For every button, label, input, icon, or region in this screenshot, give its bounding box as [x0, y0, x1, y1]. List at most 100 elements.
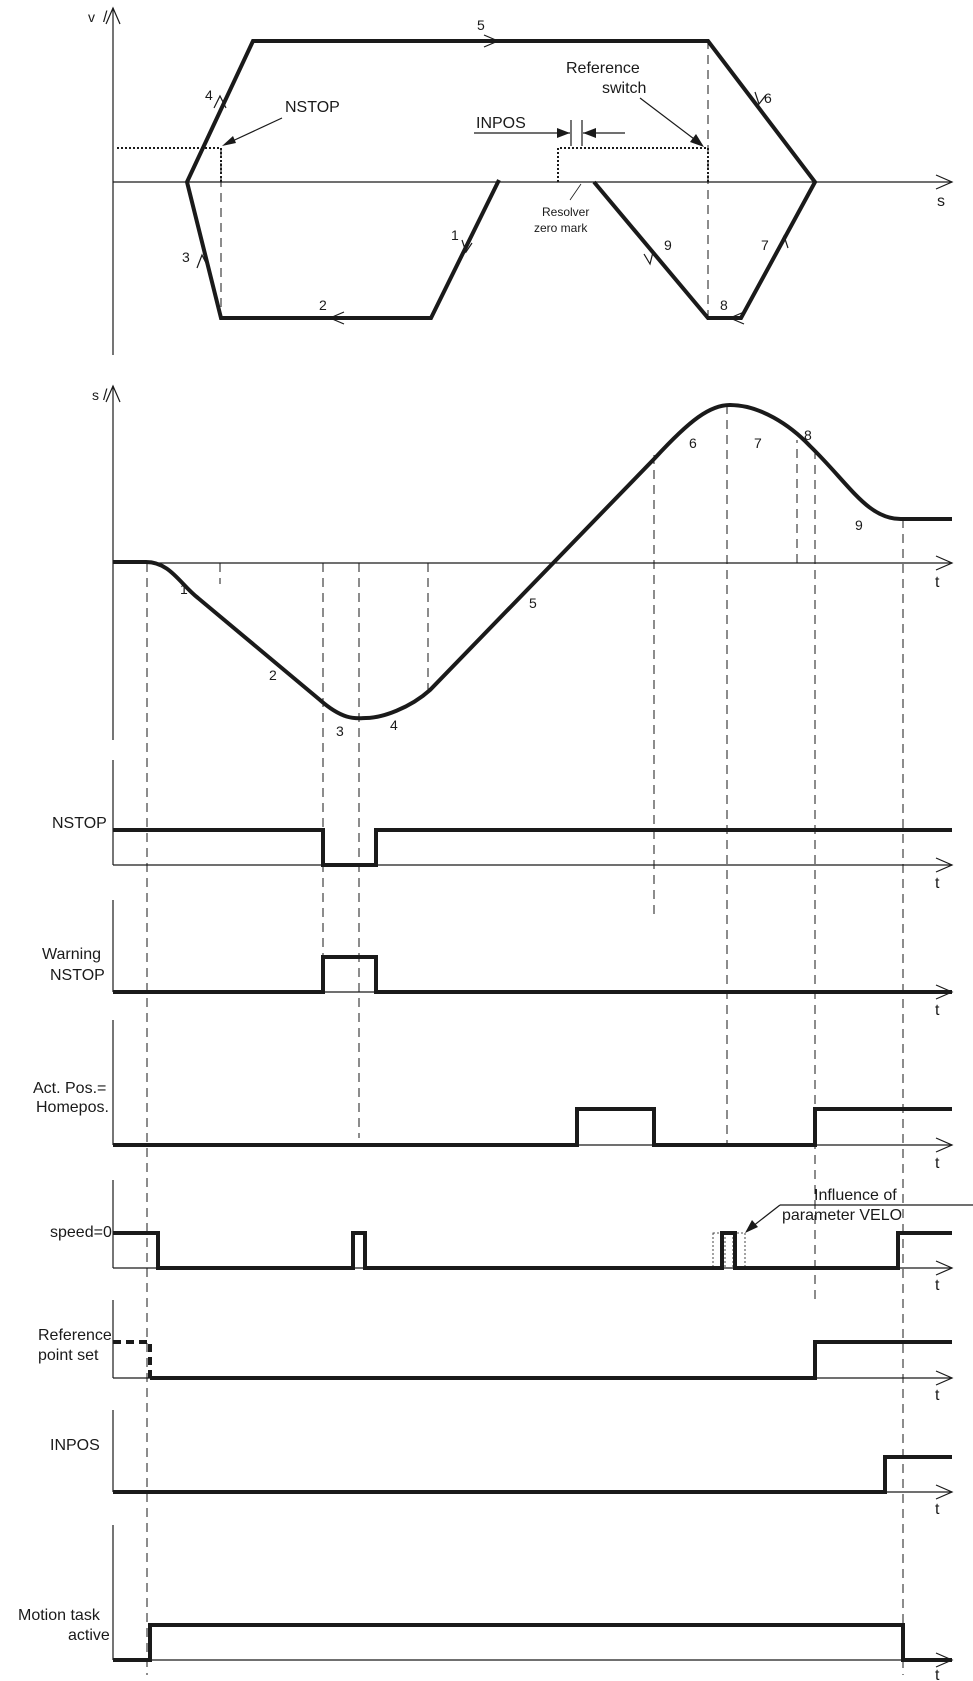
speed-t-arrow [935, 1260, 954, 1276]
influence-arrowhead [745, 1220, 758, 1233]
phase-v-axis-label: v [88, 9, 95, 25]
phase-refswitch-arrowhead [690, 134, 704, 147]
inpos-trace [113, 1455, 952, 1494]
phase-s-axis-arrow [935, 174, 954, 190]
pos-seg-4: 4 [390, 717, 398, 733]
actpos-label-1: Act. Pos.= [33, 1080, 106, 1097]
speed-label: speed=0 [50, 1224, 112, 1241]
pos-seg-7: 7 [754, 435, 762, 451]
pos-t-axis-label: t [935, 574, 940, 591]
nstop-t-label: t [935, 875, 940, 892]
refpoint-label-2: point set [38, 1347, 99, 1364]
influence-line1: Influence of [814, 1187, 897, 1204]
refpoint-t-arrow [935, 1370, 954, 1386]
signal-refpoint: t Reference point set [38, 1300, 954, 1404]
refpoint-trace-unknown [113, 1340, 152, 1378]
pos-seg-9: 9 [855, 517, 863, 533]
seg7-arrow [778, 234, 789, 249]
nstop-switch-level [117, 147, 222, 182]
motion-label-2: active [68, 1627, 110, 1644]
phase-inpos-arrow-right [557, 128, 570, 138]
phase-seg-3: 3 [182, 249, 190, 265]
pos-s-axis-slash: / [103, 387, 108, 404]
phase-seg-9: 9 [664, 237, 672, 253]
seg8-arrow [728, 311, 745, 325]
nstop-t-arrow [935, 857, 954, 873]
seg5-arrow [483, 34, 500, 48]
pos-s-axis-arrow [105, 384, 121, 403]
phase-resolver-leader [569, 183, 582, 201]
refpoint-trace [150, 1340, 952, 1380]
phase-inpos-arrow-left [583, 128, 596, 138]
actpos-t-arrow [935, 1137, 954, 1153]
position-plot: s / t 1 2 3 4 5 6 7 8 9 [92, 384, 954, 740]
signal-nstop: t NSTOP [52, 760, 954, 892]
signal-speed-zero: t speed=0 Influence of parameter VELO [50, 1180, 973, 1294]
phase-seg-8: 8 [720, 297, 728, 313]
motion-trace [113, 1623, 952, 1662]
influence-line2: parameter VELO [782, 1207, 902, 1224]
motion-label-1: Motion task [18, 1607, 101, 1624]
phase-seg-6: 6 [764, 90, 772, 106]
pos-seg-2: 2 [269, 667, 277, 683]
phase-v-axis-slash: / [103, 9, 108, 26]
pos-seg-3: 3 [336, 723, 344, 739]
actpos-t-label: t [935, 1155, 940, 1172]
motion-t-label: t [935, 1667, 940, 1681]
warning-label-2: NSTOP [50, 967, 105, 984]
pos-seg-1: 1 [180, 581, 188, 597]
phase-v-axis-arrow [105, 6, 121, 25]
actpos-label-2: Homepos. [36, 1099, 109, 1116]
phase-nstop-leader [225, 117, 283, 145]
position-curve [113, 402, 952, 721]
signal-warning-nstop: t Warning NSTOP [42, 900, 954, 1019]
seg9-arrow [643, 251, 654, 266]
pos-t-axis-arrow [935, 555, 954, 571]
velo-influence-box-1 [712, 1232, 726, 1269]
pos-seg-5: 5 [529, 595, 537, 611]
reference-switch-level [557, 147, 709, 182]
speed-t-label: t [935, 1277, 940, 1294]
phase-nstop-arrowhead [222, 136, 236, 146]
pos-seg-6: 6 [689, 435, 697, 451]
warning-t-label: t [935, 1002, 940, 1019]
nstop-trace [113, 828, 952, 867]
seg2-arrow [328, 311, 345, 325]
actpos-trace [113, 1107, 952, 1147]
velo-influence-box-2 [732, 1232, 746, 1269]
timing-guides [146, 405, 904, 1675]
phase-refswitch-line1: Reference [566, 60, 640, 77]
inpos-t-label: t [935, 1501, 940, 1518]
phase-seg-2: 2 [319, 297, 327, 313]
phase-seg-5: 5 [477, 17, 485, 33]
phase-refswitch-line2: switch [602, 80, 646, 97]
phase-seg-4: 4 [205, 87, 213, 103]
nstop-label: NSTOP [52, 815, 107, 832]
phase-resolver-line1: Resolver [542, 205, 589, 219]
warning-trace [113, 955, 952, 994]
inpos-label: INPOS [50, 1437, 100, 1454]
phase-trajectory-a [184, 39, 818, 320]
seg3-arrow [196, 253, 209, 269]
phase-nstop-label: NSTOP [285, 99, 340, 116]
speed-trace [113, 1231, 952, 1270]
signal-motion-task: t Motion task active [18, 1525, 954, 1681]
warning-label-1: Warning [42, 946, 101, 963]
seg4-arrow [213, 94, 227, 109]
phase-resolver-line2: zero mark [534, 221, 588, 235]
pos-seg-8: 8 [804, 427, 812, 443]
seg6-arrow [754, 91, 767, 106]
pos-s-axis-label: s [92, 387, 99, 403]
signal-inpos: t INPOS [50, 1410, 954, 1518]
phase-refswitch-leader [639, 97, 703, 146]
inpos-t-arrow [935, 1484, 954, 1500]
seg1-arrow [461, 239, 473, 254]
refpoint-t-label: t [935, 1387, 940, 1404]
phase-inpos-label: INPOS [476, 115, 526, 132]
phase-s-axis-label: s [937, 193, 945, 210]
signal-actpos: t Act. Pos.= Homepos. [33, 1020, 954, 1172]
phase-seg-1: 1 [451, 227, 459, 243]
refpoint-label-1: Reference [38, 1327, 112, 1344]
phase-plot: v / s 1 2 3 4 5 6 7 8 9 NSTOP [88, 6, 954, 355]
